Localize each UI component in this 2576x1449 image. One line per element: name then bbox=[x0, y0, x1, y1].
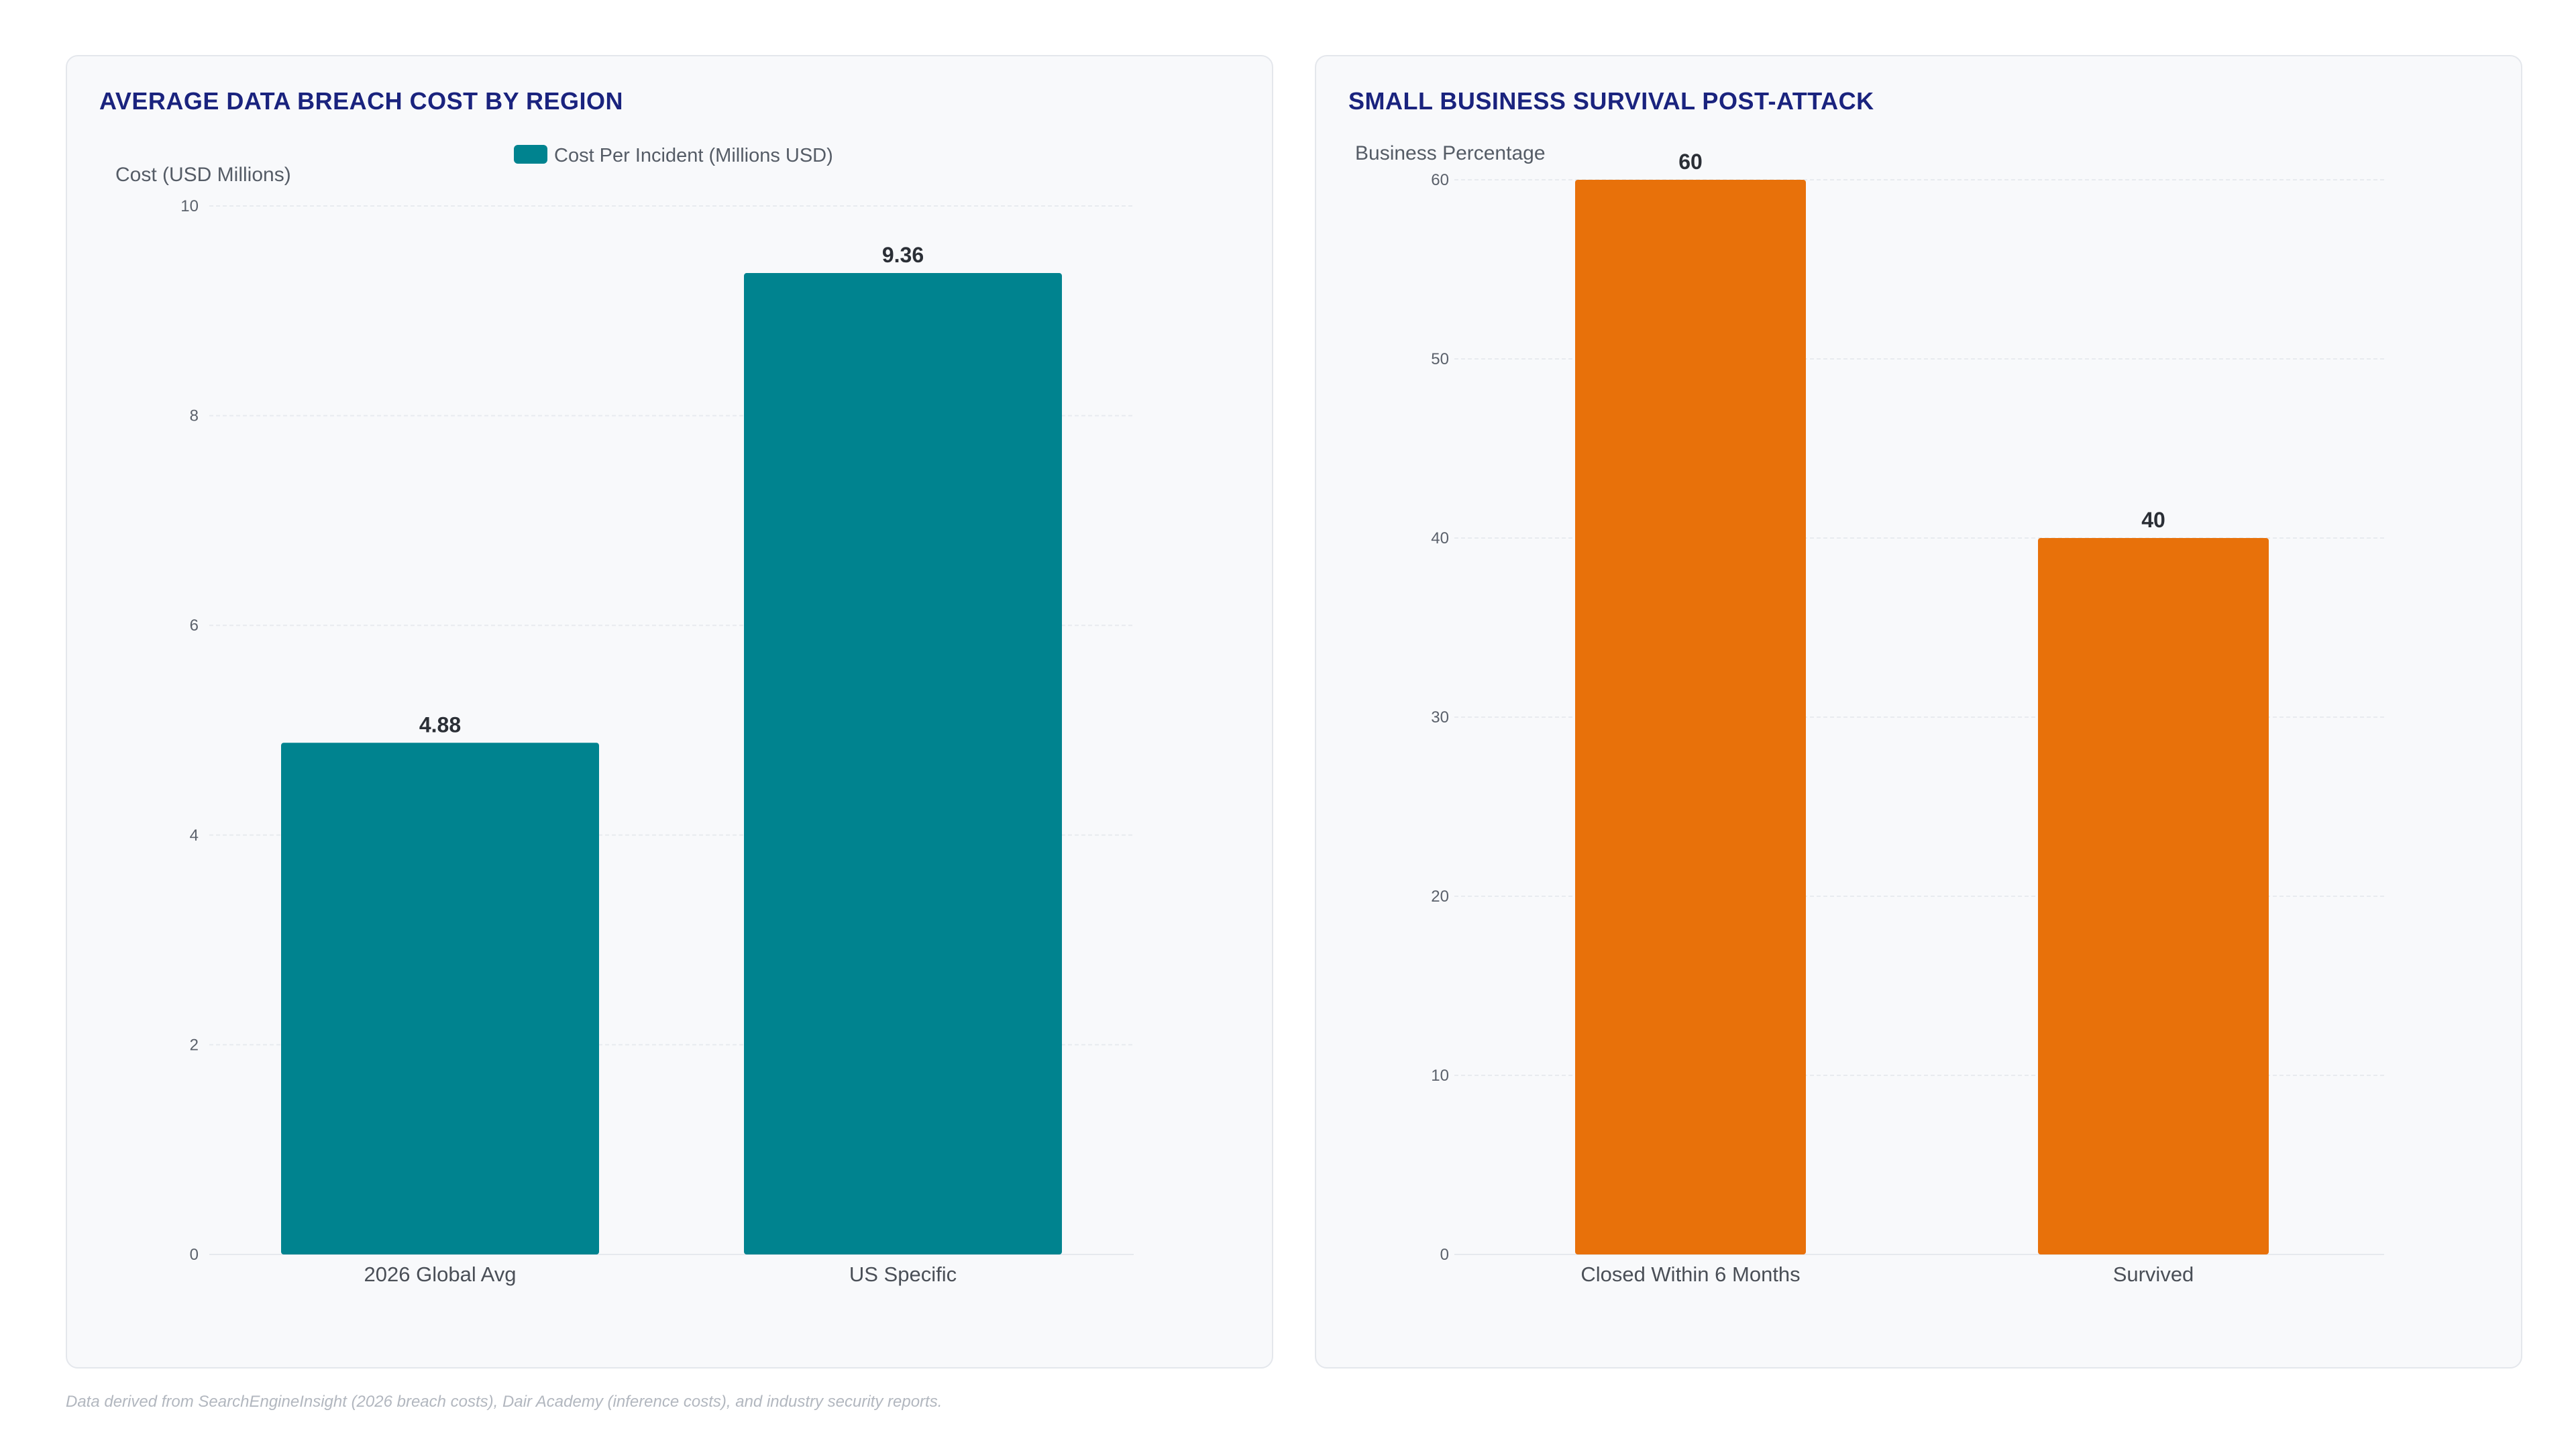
y-tick-label: 2 bbox=[190, 1036, 199, 1054]
y-tick-label: 10 bbox=[180, 197, 199, 215]
chart-panel-breach-cost: AVERAGE DATA BREACH COST BY REGION Cost … bbox=[66, 55, 1273, 1368]
y-tick-label: 20 bbox=[1431, 888, 1449, 906]
bar bbox=[744, 273, 1062, 1255]
data-label: 9.36 bbox=[882, 243, 924, 267]
chart-business-survival: Business Percentage 0 10 20 30 40 50 60 60 Close… bbox=[1355, 142, 2384, 1286]
data-label: 60 bbox=[1678, 150, 1703, 174]
chart-breach-cost: Cost Per Incident (Millions USD) Cost (U… bbox=[115, 145, 1134, 1286]
source-footnote: Data derived from SearchEngineInsight (2… bbox=[66, 1393, 943, 1411]
x-tick-label: Survived bbox=[2113, 1263, 2194, 1286]
y-tick-label: 10 bbox=[1431, 1067, 1449, 1085]
legend-swatch bbox=[514, 145, 547, 164]
x-tick-label: 2026 Global Avg bbox=[364, 1263, 517, 1286]
x-tick-label: US Specific bbox=[849, 1263, 957, 1286]
x-tick-label: Closed Within 6 Months bbox=[1580, 1263, 1800, 1286]
y-tick-label: 0 bbox=[190, 1246, 199, 1264]
legend-label: Cost Per Incident (Millions USD) bbox=[554, 145, 833, 166]
y-tick-label: 4 bbox=[190, 826, 199, 845]
chart-title: SMALL BUSINESS SURVIVAL POST-ATTACK bbox=[1348, 87, 1874, 115]
data-label: 40 bbox=[2141, 508, 2165, 532]
y-axis-title: Cost (USD Millions) bbox=[115, 164, 291, 186]
y-tick-label: 30 bbox=[1431, 708, 1449, 727]
y-axis-title: Business Percentage bbox=[1355, 142, 1546, 164]
bar bbox=[2038, 538, 2269, 1254]
bar bbox=[281, 743, 599, 1254]
bar bbox=[1575, 180, 1806, 1254]
chart-panel-survival: SMALL BUSINESS SURVIVAL POST-ATTACK Busi… bbox=[1315, 55, 2522, 1368]
y-tick-label: 6 bbox=[190, 616, 199, 635]
chart-title: AVERAGE DATA BREACH COST BY REGION bbox=[99, 87, 624, 115]
y-tick-label: 50 bbox=[1431, 350, 1449, 368]
y-tick-label: 8 bbox=[190, 407, 199, 425]
y-tick-label: 60 bbox=[1431, 171, 1449, 189]
y-tick-label: 40 bbox=[1431, 529, 1449, 547]
y-tick-label: 0 bbox=[1440, 1246, 1449, 1264]
data-label: 4.88 bbox=[419, 712, 461, 737]
